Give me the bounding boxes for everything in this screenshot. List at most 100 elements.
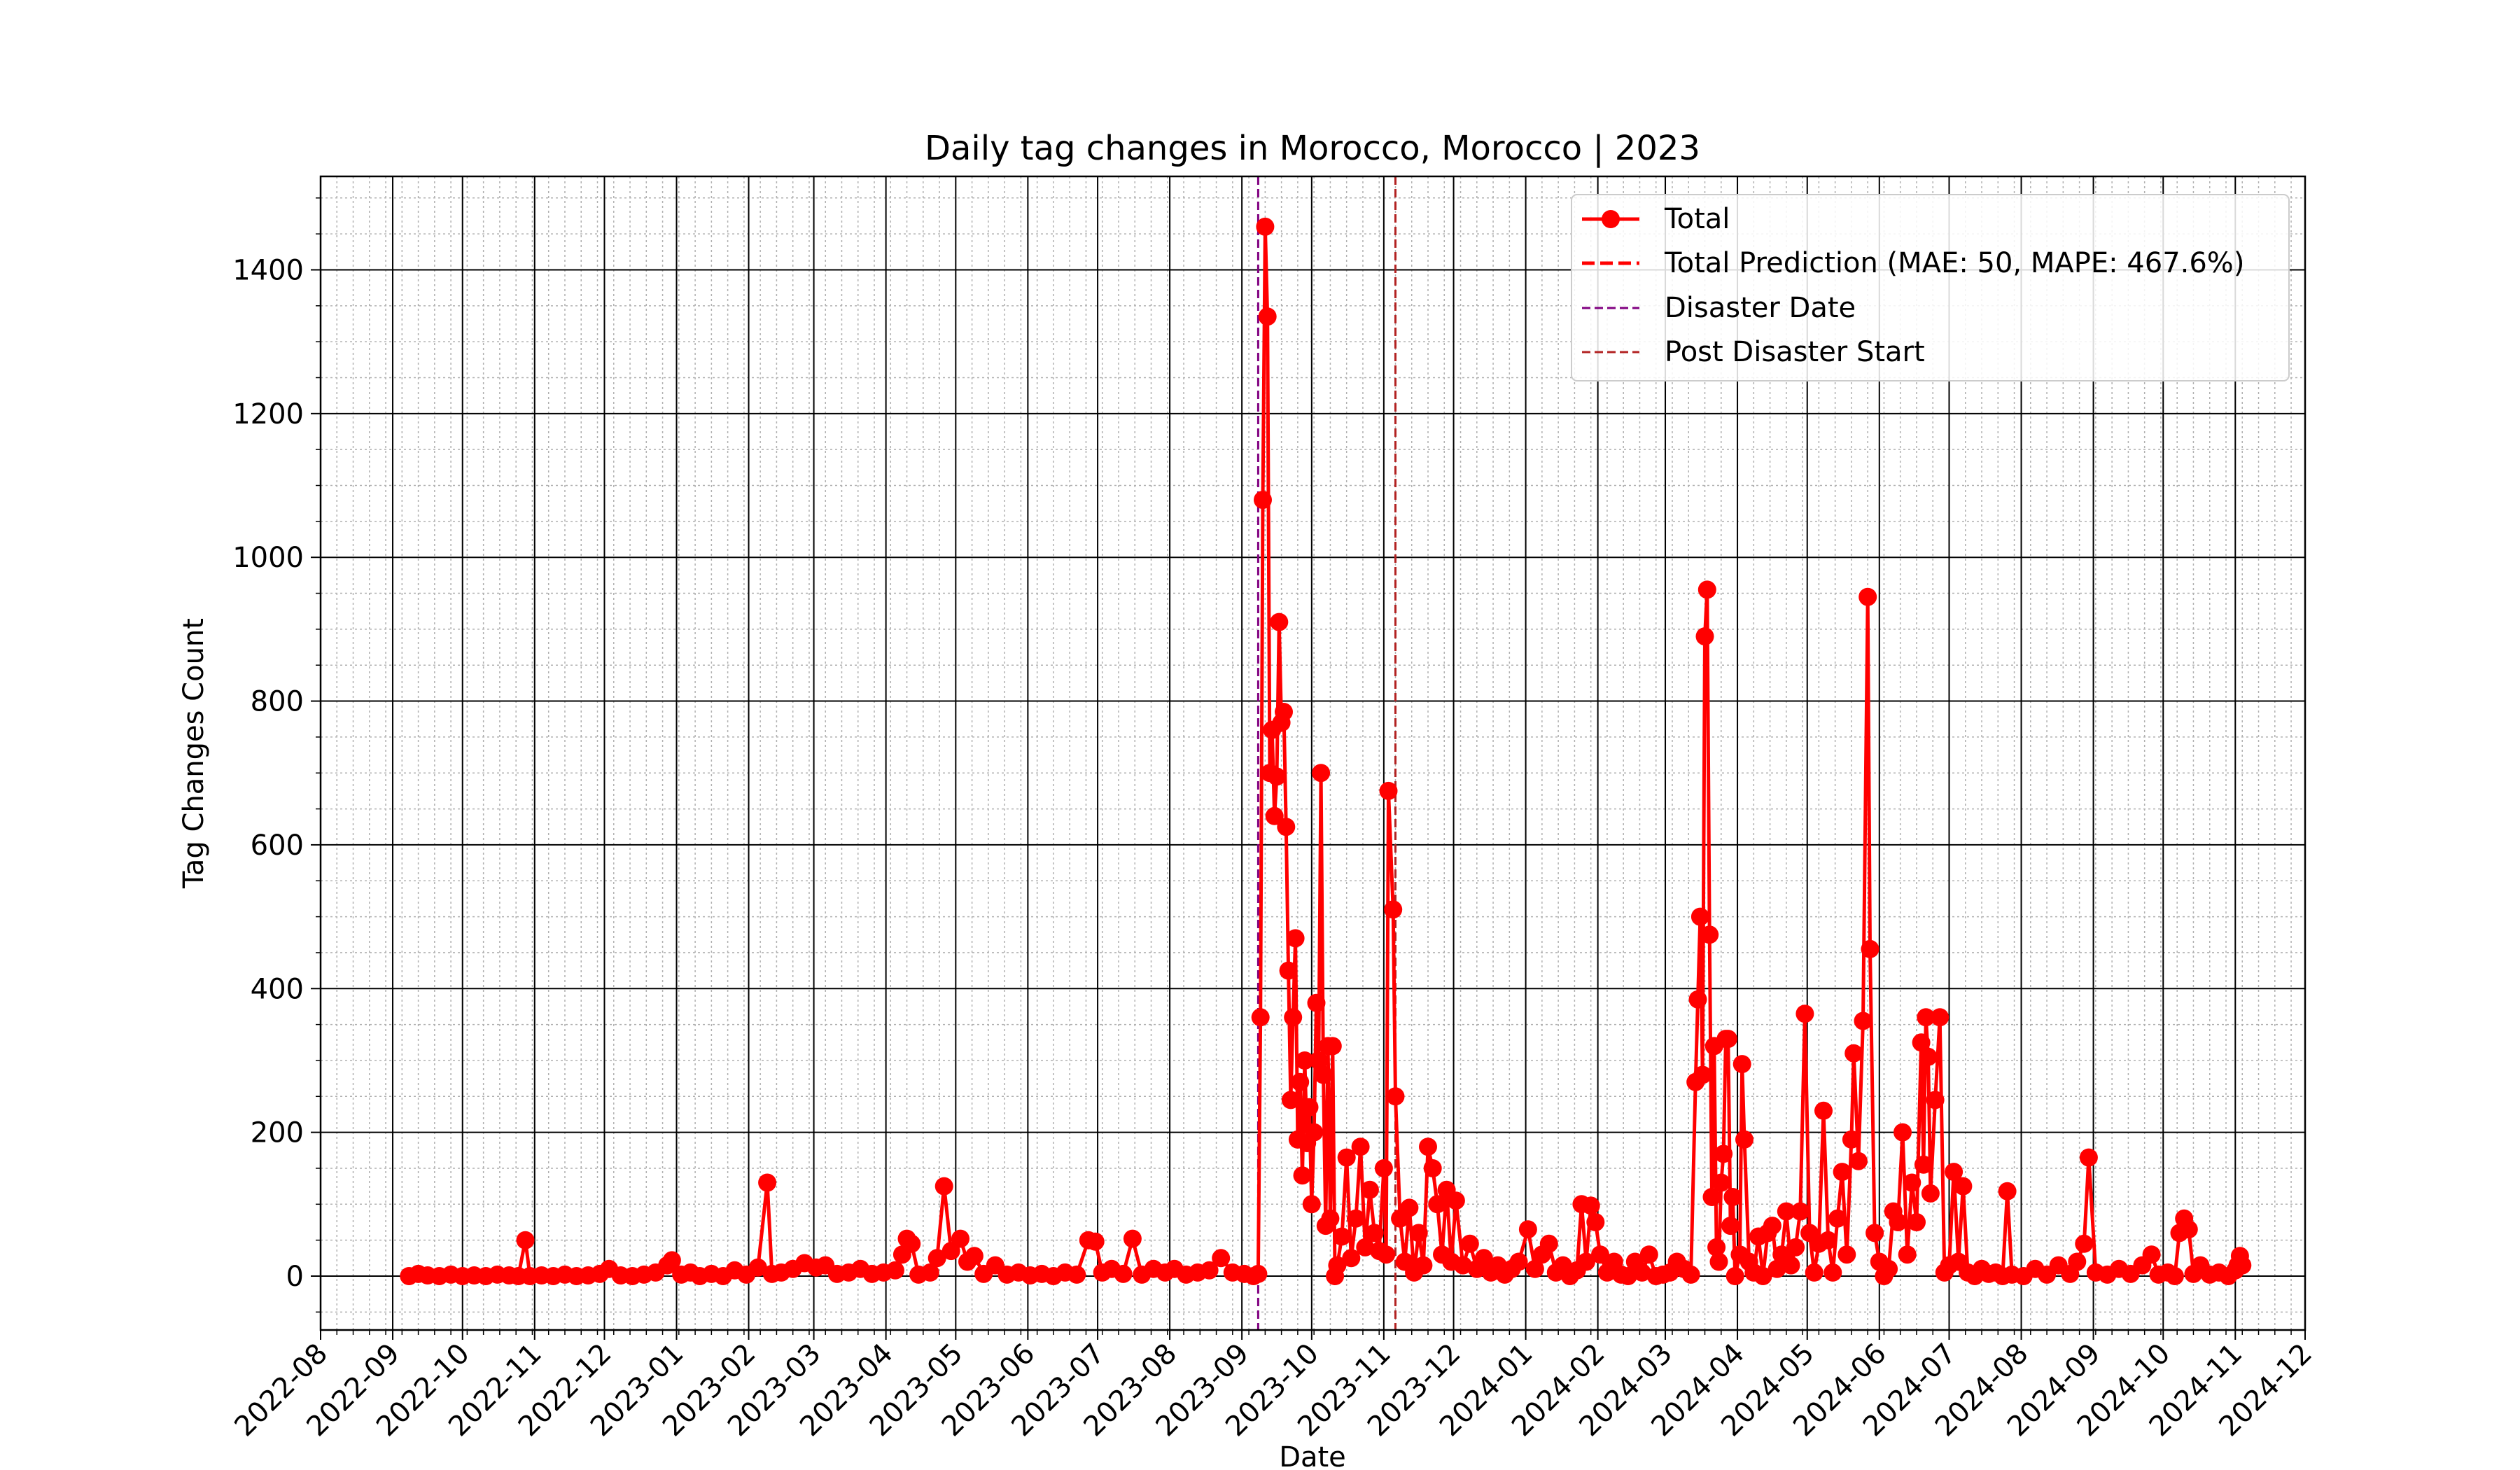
data-point [1842,1130,1861,1149]
data-point [1586,1213,1605,1231]
data-point [1365,1224,1384,1242]
data-point [1539,1234,1558,1253]
data-point [1400,1198,1419,1217]
data-point [920,1263,939,1282]
data-point [1086,1232,1105,1251]
data-point [1474,1249,1493,1268]
data-point [1903,1173,1921,1192]
data-point [1681,1265,1700,1284]
y-tick-label: 0 [286,1261,304,1293]
data-point [1819,1231,1837,1250]
data-point [1917,1008,1935,1027]
data-point [1837,1245,1856,1264]
data-point [1786,1238,1805,1256]
data-point [1275,703,1293,721]
data-point [1714,1144,1733,1163]
data-point [1693,1065,1712,1084]
data-point [2165,1267,2184,1285]
data-point [1777,1202,1795,1221]
data-point [1305,1123,1324,1142]
legend: Total Total Prediction (MAE: 50, MAPE: 4… [1571,194,2290,382]
data-point [1377,1245,1396,1264]
data-point [1337,1148,1356,1167]
y-tick-label: 400 [251,973,304,1005]
data-point [1912,1033,1931,1052]
plot-frame [319,175,2306,1331]
data-point [1068,1265,1086,1284]
series-total [400,217,2252,1285]
data-point [1295,1051,1314,1070]
data-point [1347,1209,1365,1228]
data-point [1312,764,1331,783]
y-tick-label: 1200 [232,398,304,430]
data-point [1735,1130,1754,1149]
data-point [1423,1159,1442,1177]
data-point [1732,1055,1751,1074]
data-point [1763,1217,1782,1236]
data-point [1702,1188,1721,1206]
data-point [1307,993,1326,1012]
data-point [1251,1008,1270,1027]
data-point [1919,1047,1938,1066]
data-point [1791,1202,1809,1221]
data-point [1577,1252,1595,1271]
data-point [1333,1227,1351,1246]
data-point [1893,1123,1912,1142]
data-point [1356,1238,1375,1256]
data-point [886,1261,904,1280]
data-point [662,1251,681,1270]
data-point [1384,900,1403,919]
data-point [1309,1051,1328,1070]
data-point [902,1234,921,1253]
data-point [1286,929,1305,948]
data-point [1945,1163,1963,1182]
data-point [1265,806,1284,825]
chart-title: Daily tag changes in Morocco, Morocco | … [925,129,1700,168]
data-point [1279,961,1298,980]
data-point [1328,1256,1347,1275]
data-point [1123,1229,1142,1248]
data-point [1386,1087,1405,1106]
data-point [2075,1234,2094,1253]
data-point [1698,580,1716,599]
data-point [1921,1184,1940,1203]
data-point [1700,925,1719,944]
data-point [1212,1249,1231,1268]
data-point [951,1229,969,1248]
data-point [1688,990,1707,1009]
data-point [1712,1173,1730,1192]
data-point [1814,1101,1833,1120]
data-point [1805,1263,1823,1282]
data-point [1914,1155,1933,1174]
data-point [1258,307,1277,326]
data-point [1374,1159,1393,1177]
y-tick-label: 1400 [232,254,304,286]
data-point [1321,1209,1340,1228]
data-point [1268,767,1286,786]
data-point [1200,1261,1219,1280]
data-point [1453,1256,1472,1275]
legend-box [1571,194,2290,382]
data-point [1926,1091,1945,1110]
data-point [1639,1245,1658,1264]
data-point [934,1177,953,1196]
data-point [1409,1224,1428,1242]
data-point [1270,612,1289,631]
data-point [1323,1037,1342,1056]
data-point [1618,1267,1637,1285]
data-point [1726,1267,1744,1285]
data-point [1419,1138,1437,1156]
data-point [1833,1163,1851,1182]
data-point [1782,1256,1800,1275]
data-point [1898,1245,1917,1264]
data-point [1707,1238,1726,1256]
legend-total-label: Total [1664,203,1730,235]
data-point [1254,491,1272,510]
data-point [1690,907,1709,926]
data-point [1525,1259,1544,1278]
data-point [1998,1182,2017,1200]
y-tick-label: 1000 [232,542,304,574]
data-point [1632,1263,1651,1282]
data-point [1256,217,1275,236]
